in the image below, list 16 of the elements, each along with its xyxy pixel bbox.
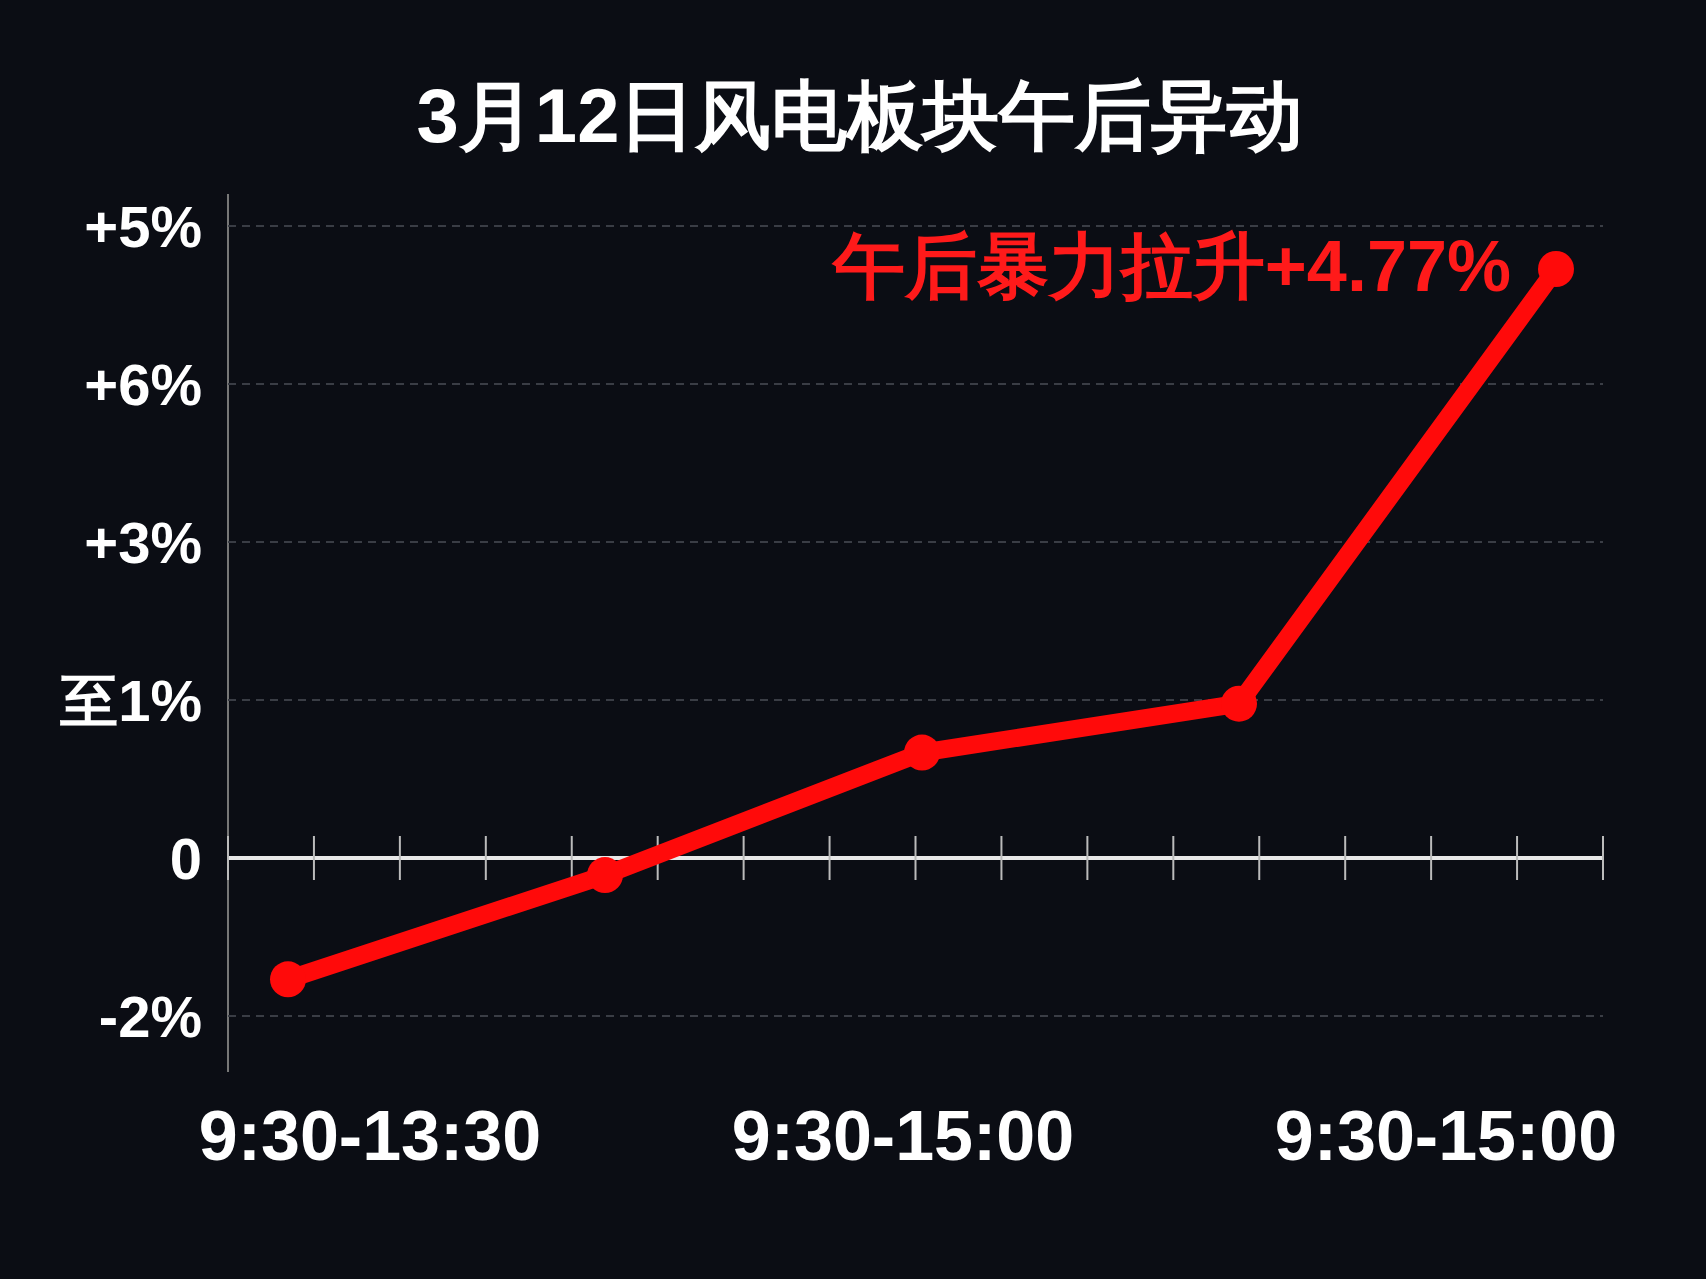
point	[1221, 685, 1257, 722]
text: 9:30-15:00	[731, 1097, 1075, 1175]
chart-title: 3月12日风电板块午后异动	[416, 73, 1304, 158]
point	[587, 857, 623, 894]
text: +3%	[84, 509, 202, 575]
text: +6%	[84, 351, 202, 417]
point	[1538, 251, 1574, 287]
text: 0	[169, 825, 202, 891]
text: 9:30-15:00	[1274, 1097, 1618, 1175]
text: 至1%	[59, 667, 202, 733]
annotation: 午后暴力拉升+4.77%	[830, 226, 1511, 306]
point	[270, 961, 306, 998]
text: +5%	[84, 193, 202, 259]
text: 9:30-13:30	[198, 1097, 542, 1175]
point	[904, 734, 940, 771]
text: -2%	[98, 983, 202, 1049]
